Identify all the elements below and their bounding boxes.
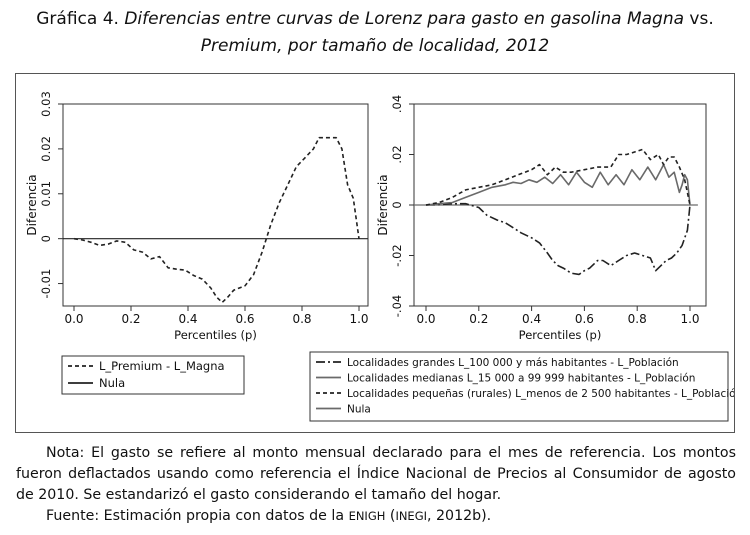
source-prefix: Fuente: Estimación propia con datos de l… — [46, 508, 349, 524]
legend-box-1 — [61, 355, 245, 395]
x-tick-label: 0.2 — [469, 312, 488, 326]
y-tick-label: .04 — [390, 95, 404, 113]
title-italic-part-b: Premium, por tamaño de localidad, 2012 — [200, 36, 550, 56]
y-tick-label: -.02 — [390, 244, 404, 266]
y-tick-label: 0.02 — [39, 136, 53, 162]
y-tick-label: .02 — [390, 145, 404, 163]
series-line-localidades-peque-as-rurales-l-menos-de-2-500-habitantes-l-poblaci-n — [425, 148, 691, 206]
legend-label: Nula — [347, 404, 371, 416]
source-enigh: ENIGH — [348, 509, 386, 523]
chart-title: Gráfica 4. Diferencias entre curvas de L… — [0, 6, 750, 60]
source-text: Fuente: Estimación propia con datos de l… — [16, 506, 736, 527]
title-vs: vs. — [689, 9, 714, 29]
x-tick-label: 0.4 — [178, 312, 197, 326]
legend-label: Localidades grandes L_100 000 y más habi… — [347, 357, 679, 369]
note-text: Nota: El gasto se refiere al monto mensu… — [16, 445, 736, 503]
x-axis-label: Percentiles (p) — [174, 328, 257, 342]
x-tick-label: 0.8 — [292, 312, 311, 326]
x-tick-label: 0.2 — [121, 312, 140, 326]
series-line-localidades-grandes-l-100-000-y-m-s-habitantes-l-poblaci-n — [425, 202, 691, 276]
legend-label: Localidades pequeñas (rurales) L_menos d… — [347, 388, 734, 400]
x-tick-label: 0.8 — [628, 312, 647, 326]
y-tick-label: 0 — [39, 235, 53, 242]
source-inegi: INEGI — [395, 509, 428, 523]
figure-notes: Nota: El gasto se refiere al monto mensu… — [16, 443, 736, 527]
source-suffix: , 2012b). — [427, 508, 492, 524]
y-tick-label: 0.01 — [39, 181, 53, 207]
y-axis-label: Diferencia — [25, 174, 39, 235]
legend-label: Nula — [99, 376, 125, 390]
x-tick-label: 0.0 — [416, 312, 435, 326]
x-tick-label: 0.6 — [575, 312, 594, 326]
x-tick-label: 1.0 — [680, 312, 699, 326]
figure-number: Gráfica 4. — [36, 9, 119, 29]
y-axis-label: Diferencia — [376, 174, 390, 235]
x-tick-label: 0.4 — [522, 312, 541, 326]
y-tick-label: 0.03 — [39, 91, 53, 117]
title-italic-part-a: Diferencias entre curvas de Lorenz para … — [124, 9, 685, 29]
chart-title-line-2: Premium, por tamaño de localidad, 2012 — [0, 33, 750, 60]
legend-box-2 — [309, 351, 729, 422]
x-tick-label: 0.0 — [64, 312, 83, 326]
x-tick-label: 1.0 — [349, 312, 368, 326]
plot-area-1 — [62, 103, 369, 307]
y-tick-label: 0 — [390, 201, 404, 208]
series-line-localidades-medianas-l-15-000-a-99-999-habitantes-l-poblaci-n — [425, 163, 691, 206]
legend-label: L_Premium - L_Magna — [99, 359, 225, 373]
source-paren: ( — [385, 508, 396, 524]
y-tick-label: -0.01 — [39, 269, 53, 299]
figure-frame: -0.01 0 0.01 0.02 0.03 0.0 0.2 0.4 0.6 0.8 1.0 Perc… — [15, 73, 742, 433]
x-axis-label: Percentiles (p) — [519, 328, 602, 342]
legend-label: Localidades medianas L_15 000 a 99 999 h… — [347, 373, 695, 385]
y-tick-label: -.04 — [390, 295, 404, 317]
series-line-l-premium-l-magna — [73, 136, 360, 304]
x-tick-label: 0.6 — [235, 312, 254, 326]
chart-title-line-1: Gráfica 4. Diferencias entre curvas de L… — [0, 6, 750, 33]
